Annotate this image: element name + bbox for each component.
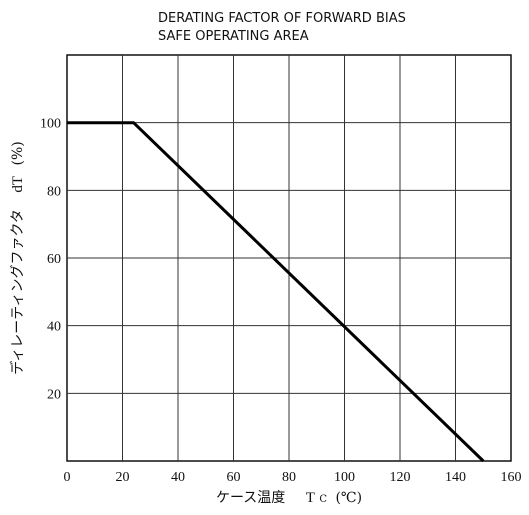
x-axis-label: ケース温度 T C (℃) — [216, 490, 362, 506]
y-axis-label-symbol: dT — [10, 176, 26, 193]
y-axis-label: ディレーティングファクタ dT (%) — [9, 141, 26, 374]
x-tick-label: 20 — [116, 470, 130, 485]
series-layer — [67, 121, 485, 463]
x-tick-label: 80 — [282, 470, 296, 485]
chart-title-line-2: SAFE OPERATING AREA — [158, 29, 309, 44]
y-tick-label: 80 — [47, 184, 61, 199]
grid-lines — [67, 55, 511, 461]
x-tick-label: 140 — [445, 470, 466, 485]
x-tick-label: 60 — [227, 470, 241, 485]
x-axis-label-subscript: C — [319, 494, 327, 505]
derating-curve — [67, 121, 485, 463]
chart-title-line-1: DERATING FACTOR OF FORWARD BIAS — [158, 11, 406, 26]
y-tick-label: 60 — [47, 252, 61, 267]
y-axis-label-main: ディレーティングファクタ — [9, 209, 26, 375]
x-tick-label: 0 — [64, 470, 71, 485]
x-axis-label-symbol: T — [306, 490, 315, 506]
x-axis-label-unit: (℃) — [335, 490, 362, 506]
tick-labels: 0 20 40 60 80 100 120 140 160 20 40 60 80 100 — [40, 117, 522, 485]
x-tick-label: 40 — [171, 470, 185, 485]
y-tick-label: 100 — [40, 117, 61, 132]
x-axis-label-main: ケース温度 — [216, 490, 285, 506]
y-tick-label: 20 — [47, 387, 61, 402]
y-axis-label-unit: (%) — [10, 141, 26, 165]
x-tick-label: 100 — [334, 470, 355, 485]
y-tick-label: 40 — [47, 320, 61, 335]
x-tick-label: 120 — [390, 470, 411, 485]
x-tick-label: 160 — [501, 470, 522, 485]
